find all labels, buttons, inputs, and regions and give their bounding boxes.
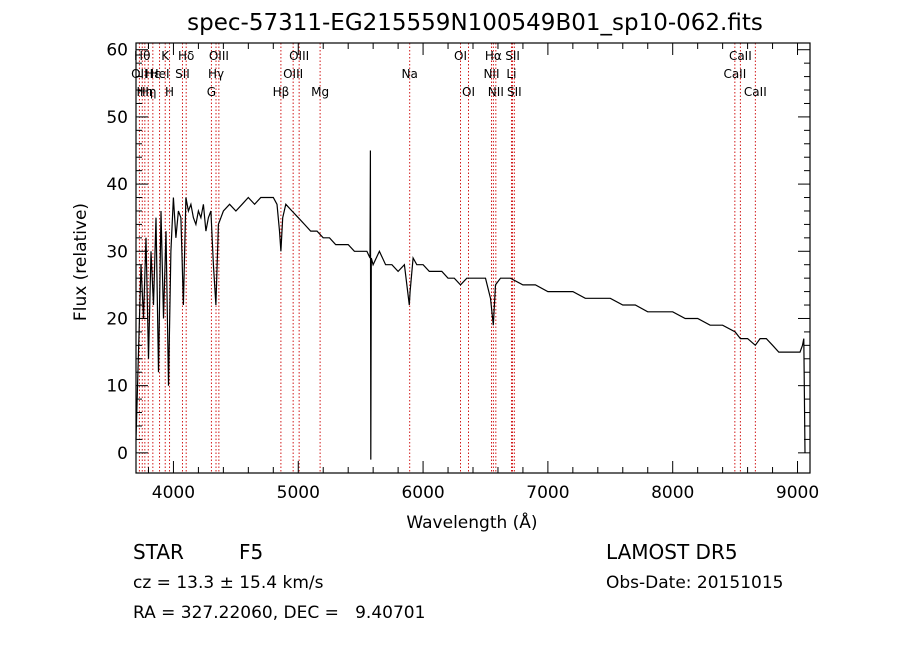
spectral-subclass: F5 — [239, 540, 264, 564]
spectral-line-label: CaII — [723, 67, 746, 81]
spectral-line-label: OIII — [209, 49, 229, 63]
y-tick-label: 60 — [106, 41, 128, 61]
x-axis-label: Wavelength (Å) — [406, 511, 537, 533]
spectral-line-label: Mg — [311, 85, 329, 99]
spectrum-line — [135, 150, 806, 460]
plot-frame — [135, 42, 811, 474]
spectral-line-markers — [138, 43, 756, 473]
spectral-line-label: OI — [462, 85, 475, 99]
y-tick-label: 0 — [117, 444, 128, 464]
spectral-line-label: CaII — [729, 49, 752, 63]
y-axis-label: Flux (relative) — [71, 203, 91, 321]
y-tick-label: 50 — [106, 108, 128, 128]
chart-title: spec-57311-EG215559N100549B01_sp10-062.f… — [187, 10, 763, 36]
x-axis-ticks: 4000 5000 6000 7000 8000 9000 — [147, 43, 819, 503]
spectral-line-label: Hα — [485, 49, 502, 63]
spectral-line-label: HeI — [150, 67, 170, 81]
spectral-line-label: OI — [454, 49, 467, 63]
spectral-line-label: Hη — [137, 85, 154, 99]
y-tick-label: 10 — [106, 377, 128, 397]
y-tick-label: 30 — [106, 242, 128, 262]
spectral-line-label: SII — [505, 49, 520, 63]
spectral-line-label: H — [165, 85, 174, 99]
spectral-line-labels: OIIHθHηHηHεHeIKHSIIHδGHγOIIIHβOIIIOIIIMg… — [131, 49, 767, 99]
spectral-line-label: Hη — [140, 85, 157, 99]
x-tick-label: 7000 — [526, 483, 569, 503]
spectral-line-label: Hβ — [273, 85, 290, 99]
x-tick-label: 8000 — [651, 483, 694, 503]
spectral-line-label: Hδ — [178, 49, 194, 63]
spectral-line-label: OIII — [289, 49, 309, 63]
x-tick-label: 4000 — [152, 483, 195, 503]
x-tick-label: 9000 — [776, 483, 819, 503]
spectral-line-label: SII — [507, 85, 522, 99]
y-tick-label: 20 — [106, 309, 128, 329]
spectral-line-label: Li — [506, 67, 516, 81]
spectral-line-label: G — [207, 85, 216, 99]
spectral-line-label: OII — [131, 67, 148, 81]
spectral-line-label: NII — [488, 85, 504, 99]
spectral-line-label: NII — [483, 67, 499, 81]
coordinates: RA = 327.22060, DEC = 9.40701 — [133, 603, 426, 623]
spectral-line-label: Hθ — [134, 49, 150, 63]
x-tick-label: 6000 — [401, 483, 444, 503]
spectral-line-label: Hγ — [208, 67, 224, 81]
observation-date: Obs-Date: 20151015 — [606, 573, 784, 593]
y-tick-label: 40 — [106, 175, 128, 195]
object-class: STAR — [133, 540, 184, 564]
x-tick-label: 5000 — [277, 483, 320, 503]
survey-name: LAMOST DR5 — [606, 540, 738, 564]
spectral-line-label: SII — [175, 67, 190, 81]
spectral-line-label: Hε — [145, 67, 161, 81]
spectral-line-label: K — [161, 49, 170, 63]
spectral-line-label: OIII — [283, 67, 303, 81]
y-axis-ticks: 0 10 20 30 40 50 60 — [106, 41, 810, 464]
spectral-line-label: CaII — [744, 85, 767, 99]
redshift-velocity: cz = 13.3 ± 15.4 km/s — [133, 573, 324, 593]
spectral-line-label: Na — [402, 67, 418, 81]
